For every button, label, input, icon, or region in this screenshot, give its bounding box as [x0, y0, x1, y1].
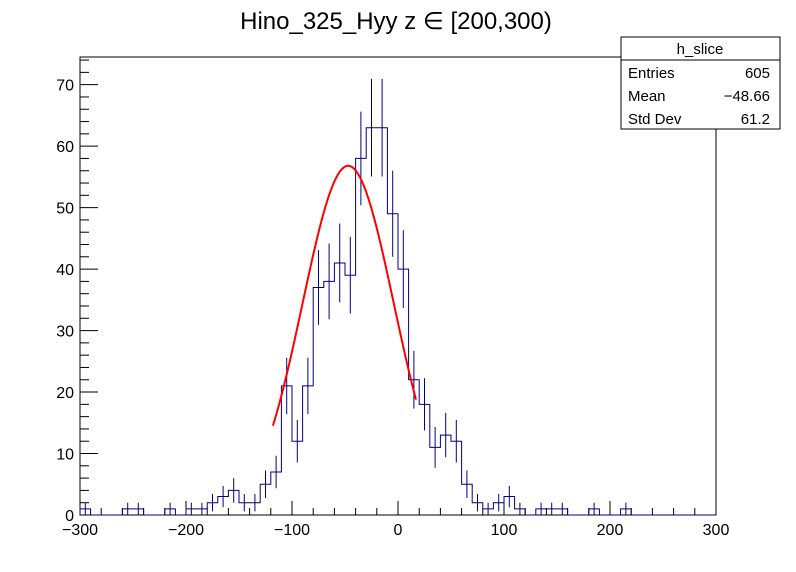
- x-tick-label: −200: [168, 522, 204, 539]
- stats-mean-value: −48.66: [724, 88, 770, 105]
- stats-stddev-label: Std Dev: [628, 111, 682, 128]
- stats-stddev-value: 61.2: [741, 111, 770, 128]
- stats-entries-label: Entries: [628, 65, 675, 82]
- x-tick-label: 200: [597, 522, 624, 539]
- stats-entries-value: 605: [745, 65, 770, 82]
- x-tick-label: 100: [491, 522, 518, 539]
- y-tick-label: 50: [56, 201, 74, 218]
- y-axis: 0 10 20 30 40 50 60 70: [56, 59, 98, 525]
- y-tick-label: 20: [56, 385, 74, 402]
- x-tick-label: 0: [394, 522, 403, 539]
- stats-box-title: h_slice: [677, 41, 724, 58]
- x-tick-label: −100: [274, 522, 310, 539]
- y-tick-label: 0: [65, 508, 74, 525]
- x-tick-label: −300: [62, 522, 98, 539]
- y-tick-label: 40: [56, 262, 74, 279]
- histogram-series: [79, 127, 716, 516]
- y-tick-label: 70: [56, 78, 74, 95]
- fit-curve: [271, 164, 417, 426]
- x-axis: −300 −200 −100 0 100 200 300: [62, 501, 729, 539]
- y-tick-label: 30: [56, 324, 74, 341]
- x-tick-label: 300: [703, 522, 730, 539]
- chart-title: Hino_325_Hyy z ∈ [200,300): [240, 8, 552, 35]
- error-bars: [84, 78, 627, 515]
- stats-mean-label: Mean: [628, 88, 666, 105]
- stats-box: h_slice Entries 605 Mean −48.66 Std Dev …: [620, 36, 781, 130]
- y-tick-label: 60: [56, 139, 74, 156]
- stats-box-frame: [620, 36, 781, 130]
- y-tick-label: 10: [56, 447, 74, 464]
